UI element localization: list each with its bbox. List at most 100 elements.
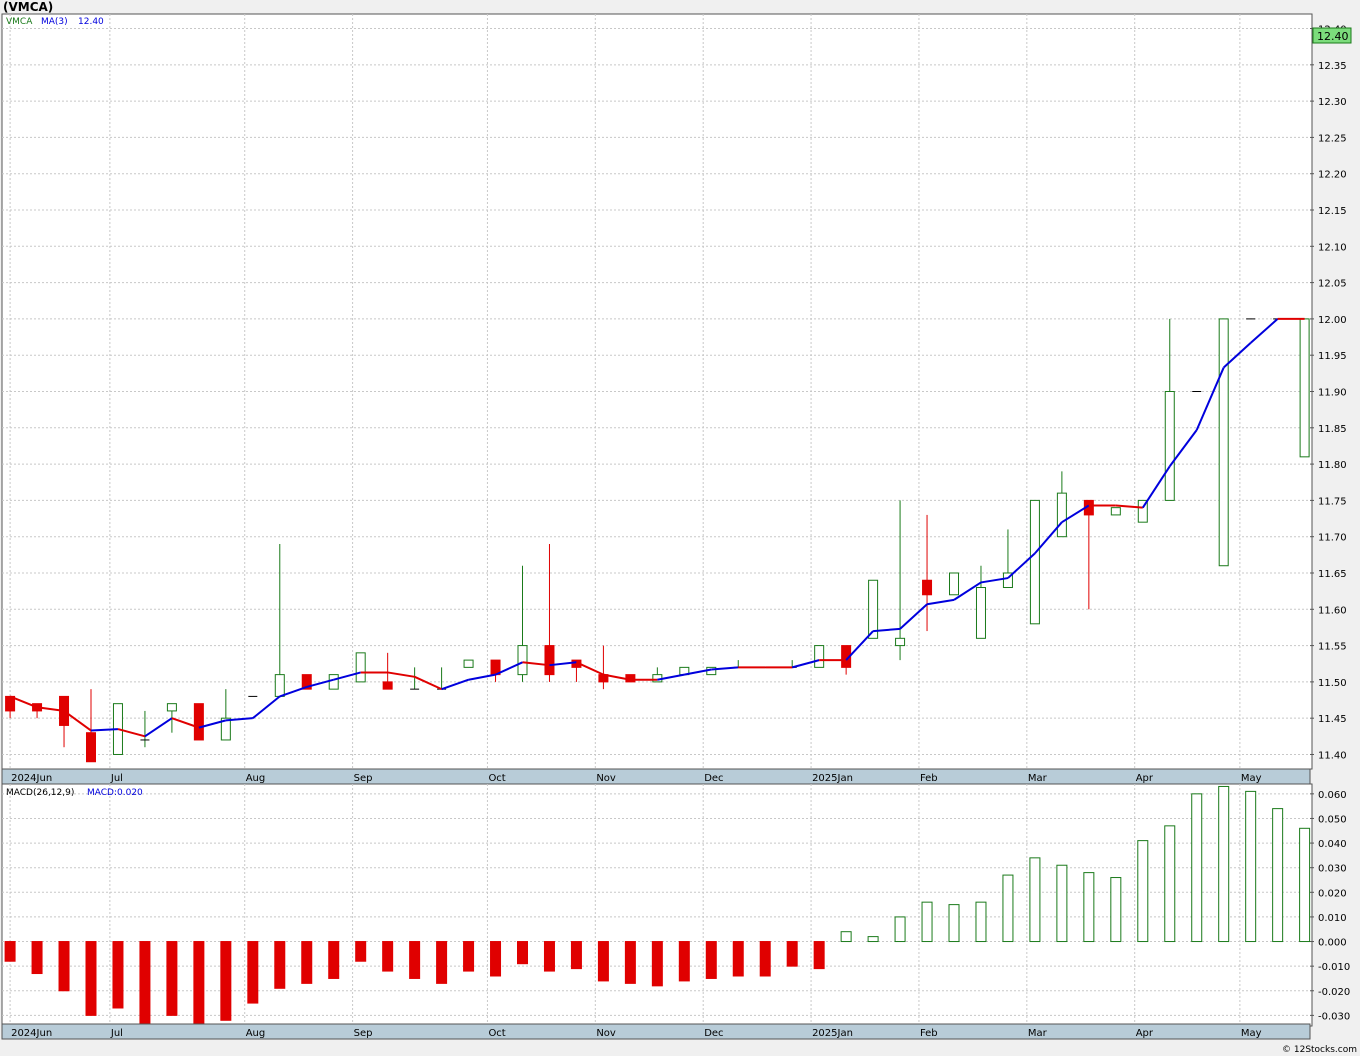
month-label: Mar [1028,773,1048,784]
ma-segment [1223,342,1252,369]
candle [1299,318,1310,458]
macd-tick-label: -0.030 [1318,1011,1350,1022]
candle-body [1164,391,1175,501]
macd-bar [894,916,906,943]
price-tick-label: 11.80 [1318,460,1347,471]
candle [895,500,906,661]
price-tick-label: 11.95 [1318,351,1347,362]
candle-body [355,652,366,683]
macd-bar [193,941,205,1026]
macd-tick-label: 0.000 [1318,938,1347,949]
candle [922,514,933,632]
macd-tick-label: -0.010 [1318,962,1350,973]
candle-body [301,674,312,690]
ma-segment [144,717,173,738]
candle-body [868,579,879,639]
ma-segment [953,581,982,601]
ma-segment [657,673,685,681]
macd-bar [732,941,744,977]
ma-segment [899,603,928,630]
macd-tick-label: 0.020 [1318,888,1347,899]
month-label: Jul [110,773,123,784]
macd-bar [382,941,394,972]
candle-body [1218,318,1229,567]
macd-bar [517,941,529,965]
month-label: 2024Jun [11,1028,52,1039]
macd-bar [1191,793,1203,943]
macd-bar [166,941,178,1016]
macd-legend-value: MACD:0.020 [87,788,143,798]
macd-bar [705,941,717,979]
candle-body [949,572,960,596]
macd-tick-label: 0.040 [1318,839,1347,850]
price-month-axis: 2024Jun Jul Aug Sep Oct Nov Dec 2025Jan Feb Mar Ap… [1,768,1311,785]
ma-segment [711,666,739,671]
macd-bar [1299,827,1311,943]
macd-bar [1164,825,1176,943]
month-label: May [1241,1028,1262,1039]
ma-segment [549,661,577,667]
copyright-text: © 12Stocks.com [1282,1045,1357,1055]
candle-body [975,587,986,639]
ma-segment [576,661,604,676]
month-label: Apr [1136,1028,1154,1039]
candle-body [328,674,339,690]
candle-body [895,637,906,647]
moving-average-line [9,317,1305,738]
price-tick-label: 11.45 [1318,714,1347,725]
ma-segment [1141,465,1171,509]
ma-segment [522,661,550,667]
price-tick-label: 11.75 [1318,496,1347,507]
month-label: Jul [110,1028,123,1039]
ma-segment [279,686,308,698]
legend-ticker: VMCA [6,17,33,27]
macd-bar [85,941,97,1016]
macd-bar [4,941,16,962]
price-tick-label: 12.00 [1318,315,1347,326]
candle [382,652,393,690]
macd-bar [948,904,960,943]
macd-bar [409,941,421,979]
month-label: Nov [596,773,616,784]
ma-segment [36,706,65,712]
macd-bar [1029,857,1041,943]
candle-body [166,703,177,712]
ma-segment [1115,504,1143,509]
ma-segment [684,668,712,676]
ma-segment [171,717,200,729]
month-label: 2024Jun [11,773,52,784]
macd-month-axis: 2024Jun Jul Aug Sep Oct Nov Dec 2025Jan Feb Mar Ap… [1,1023,1311,1040]
candle [544,543,555,682]
macd-bar [921,901,933,943]
macd-bar [328,941,340,979]
chart-title: (VMCA) [3,0,53,14]
price-panel: 11.40 11.45 11.50 11.55 11.60 11.65 11.70 11.75… [1,13,1352,770]
candle [1164,318,1175,501]
ma-segment [1250,318,1279,344]
candle [463,659,474,668]
candle-body [1002,572,1013,589]
price-tick-label: 11.50 [1318,678,1347,689]
price-tick-label: 12.15 [1318,206,1347,217]
price-tick-label: 11.40 [1318,750,1347,761]
month-label: Aug [246,1028,266,1039]
macd-bar [1110,877,1122,943]
candle [410,667,420,690]
price-tick-label: 12.25 [1318,133,1347,144]
ma-segment [225,717,253,722]
month-label: Feb [920,1028,938,1039]
ma-segment [603,673,631,681]
month-label: May [1241,773,1262,784]
ma-segment [306,678,334,688]
price-tick-label: 11.70 [1318,533,1347,544]
month-label: Mar [1028,1028,1048,1039]
candle [85,689,96,763]
ma-segment [252,695,281,719]
month-label: Aug [246,773,266,784]
macd-bar [624,941,636,984]
macd-bar [678,941,690,982]
price-tick-label: 11.60 [1318,605,1347,616]
macd-bar [247,941,259,1004]
candle-body [193,703,204,741]
macd-panel: -0.030 -0.020 -0.010 0.000 0.010 0.020 0.030 0.… [1,783,1350,1027]
